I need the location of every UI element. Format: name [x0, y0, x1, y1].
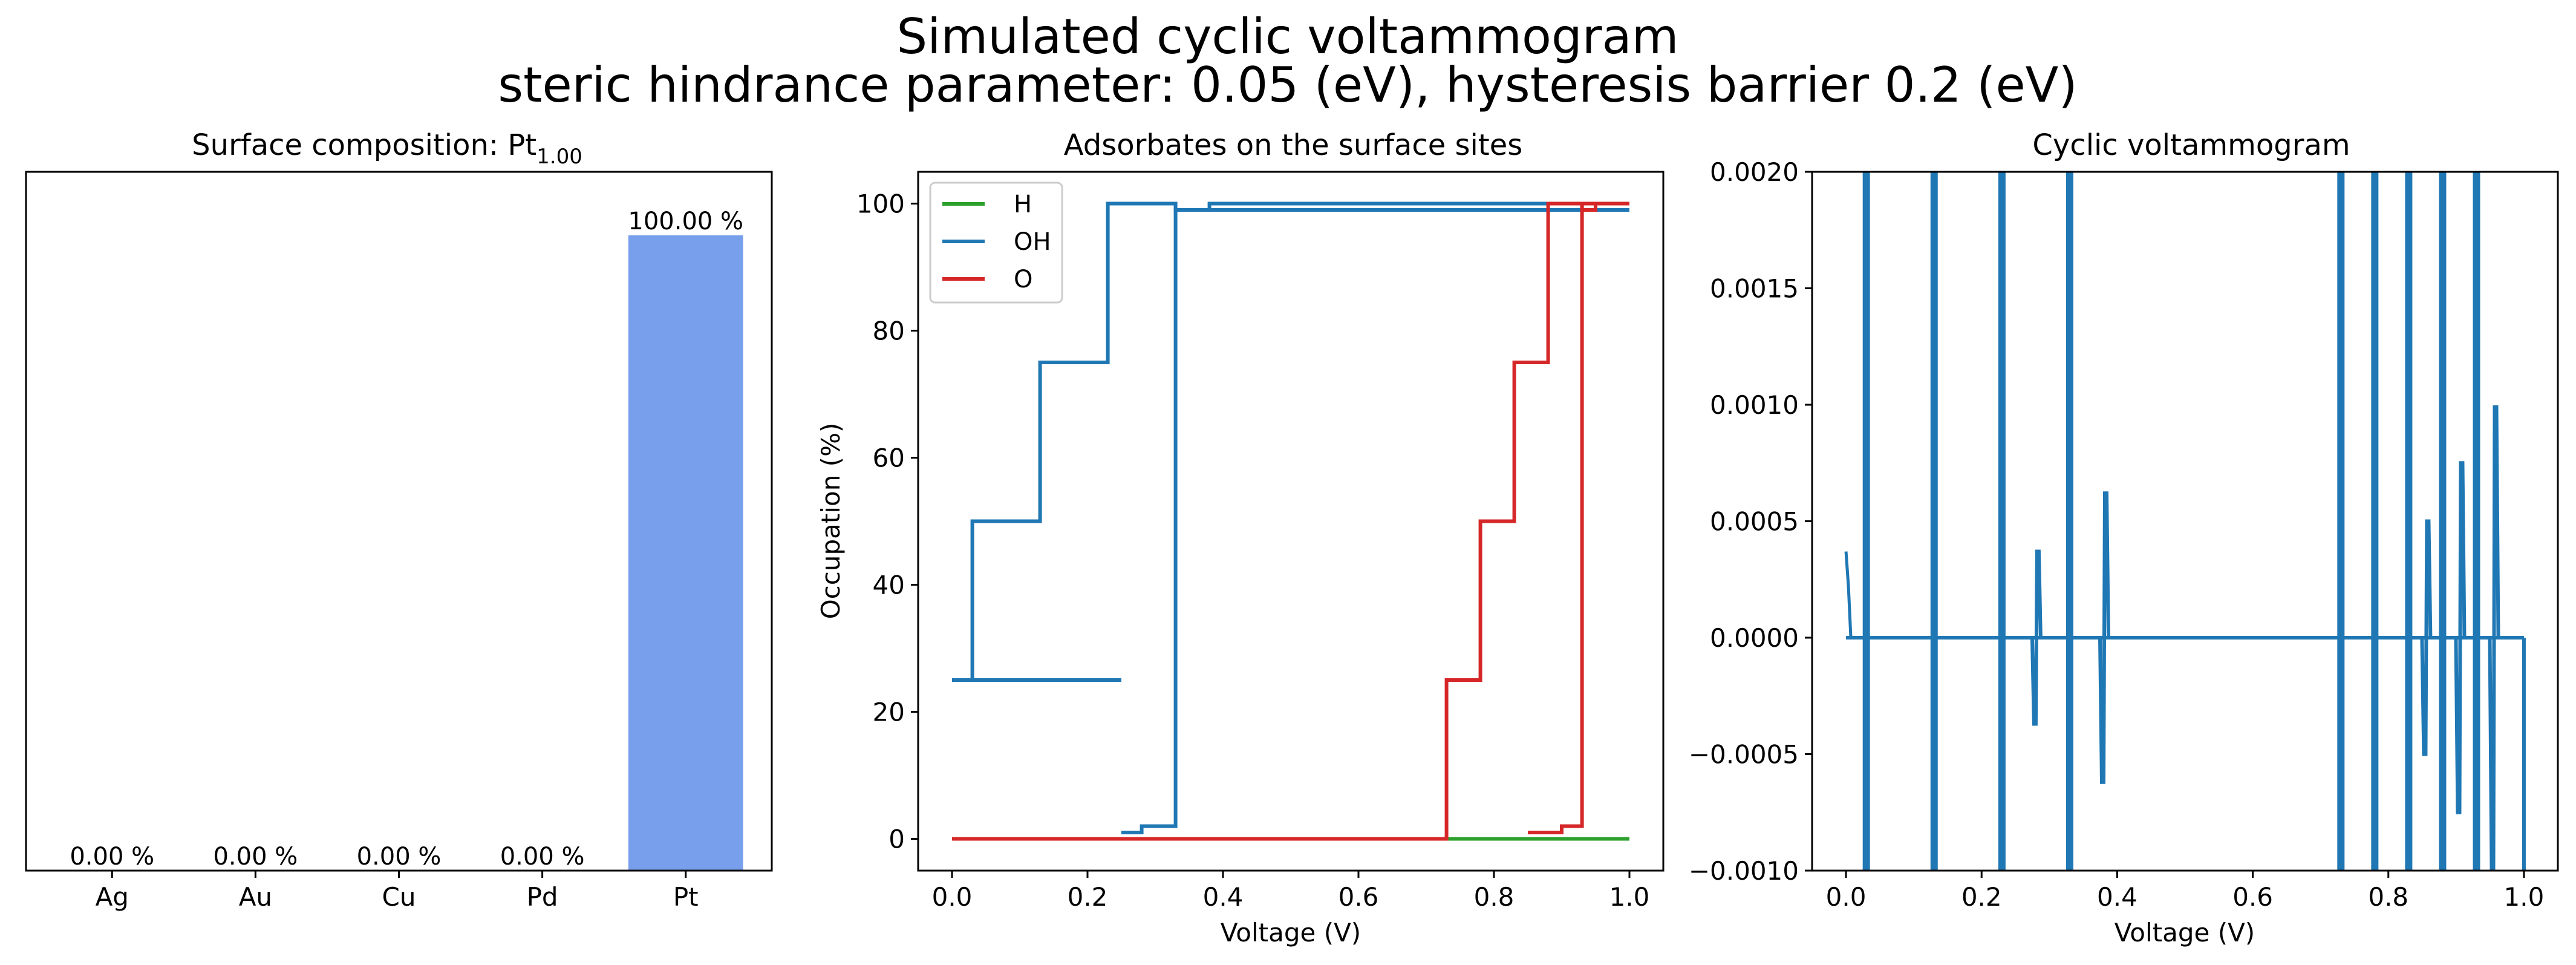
legend-label-oh: OH — [1014, 228, 1051, 256]
cv-marks: 0.0 0.2 0.4 0.6 0.8 1.0 −0.0010 −0.0005 0.0000 0.… — [1689, 157, 2545, 912]
cv-current-spike — [1862, 172, 1870, 871]
adsorbates-ytick-label: 60 — [873, 443, 905, 473]
cv-ytick-label: −0.0010 — [1689, 856, 1799, 886]
cv-ytick-label: 0.0015 — [1710, 274, 1799, 304]
cv-current-spike — [2439, 172, 2447, 871]
cv-ytick-label: 0.0000 — [1710, 623, 1799, 653]
cyclic-voltammogram-panel: Cyclic voltammogram 0.0 0.2 0.4 0.6 0.8 1.0 −0… — [1689, 128, 2559, 947]
legend-label-o: O — [1014, 266, 1032, 293]
bar-xtick-label-au: Au — [239, 882, 272, 912]
adsorbates-panel: Adsorbates on the surface sites 0.0 0.2 0.… — [816, 128, 1665, 947]
bar-value-label-pd: 0.00 % — [500, 843, 585, 871]
bar-title-subscript: 1.00 — [536, 145, 582, 169]
cv-ytick-label: −0.0005 — [1689, 740, 1799, 770]
adsorbates-ytick-label: 80 — [873, 316, 905, 346]
series-line-o — [952, 201, 1629, 841]
cv-current-peak — [2454, 461, 2467, 814]
series-line-o — [1528, 201, 1629, 834]
cv-plot-frame — [1811, 171, 2559, 872]
cv-xtick-label: 1.0 — [2504, 882, 2545, 912]
cv-current-spike — [2337, 172, 2345, 871]
cv-ytick-label: 0.0020 — [1710, 157, 1799, 187]
cv-current-spike — [1930, 172, 1938, 871]
adsorbates-legend: H OH O — [929, 182, 1063, 304]
figure-title-line1: Simulated cyclic voltammogram — [896, 8, 1678, 65]
bar-value-label-au: 0.00 % — [213, 843, 298, 871]
adsorbates-panel-title: Adsorbates on the surface sites — [1064, 128, 1523, 162]
legend-box — [929, 182, 1063, 304]
bar-xtick-label-ag: Ag — [96, 882, 129, 912]
cv-current-peak — [2030, 549, 2043, 726]
bar-value-label-pt: 100.00 % — [628, 208, 743, 235]
adsorbates-ytick-label: 40 — [873, 571, 905, 600]
adsorbates-xtick-label: 0.0 — [932, 882, 973, 912]
cv-current-spike — [2473, 172, 2480, 871]
cv-current-spike — [2066, 172, 2073, 871]
cv-ytick-label: 0.0010 — [1710, 390, 1799, 420]
cv-xtick-label: 0.0 — [1826, 882, 1867, 912]
cv-current-peak — [2488, 405, 2500, 871]
bar-xtick-label-cu: Cu — [382, 882, 416, 912]
cv-current-spike — [2405, 172, 2413, 871]
cv-lines — [1844, 172, 2526, 871]
adsorbates-marks: 0.0 0.2 0.4 0.6 0.8 1.0 0 20 40 60 80 100 — [856, 189, 1650, 912]
cv-xlabel: Voltage (V) — [2115, 918, 2255, 947]
cv-current-peak — [2098, 491, 2110, 784]
bar-title-main: Surface composition: Pt — [192, 128, 536, 162]
bar-marks: 0.00 % Ag 0.00 % Au 0.00 % Cu 0.00 % Pd 100.00 %… — [70, 208, 743, 912]
adsorbates-plot-frame — [917, 171, 1665, 872]
adsorbates-xtick-label: 0.8 — [1474, 882, 1515, 912]
surface-composition-panel: Surface composition: Pt1.00 0.00 %Ag0.00… — [25, 128, 773, 912]
cv-xtick-label: 0.6 — [2232, 882, 2273, 912]
adsorbates-xtick-label: 0.6 — [1339, 882, 1379, 912]
cv-current-peak — [2420, 519, 2433, 756]
adsorbates-ylabel: Occupation (%) — [816, 423, 846, 620]
bar-value-label-ag: 0.00 % — [70, 843, 154, 871]
cv-ytick-label: 0.0005 — [1710, 507, 1799, 537]
series-line-oh — [1121, 208, 1629, 834]
adsorbates-xtick-label: 1.0 — [1609, 882, 1650, 912]
bar-xtick-label-pd: Pd — [527, 882, 558, 912]
cv-xtick-label: 0.2 — [1961, 882, 2002, 912]
bar-plot-frame — [25, 171, 773, 872]
cv-initial-transient — [1844, 551, 1867, 640]
adsorbates-xtick-label: 0.4 — [1203, 882, 1244, 912]
legend-label-h: H — [1014, 191, 1032, 218]
adsorbates-ytick-label: 20 — [873, 698, 905, 727]
adsorbates-xlabel: Voltage (V) — [1221, 918, 1361, 947]
bar-pt — [628, 235, 743, 871]
cv-panel-title: Cyclic voltammogram — [2032, 128, 2350, 162]
bar-xtick-label-pt: Pt — [673, 882, 699, 912]
adsorbates-ytick-label: 100 — [856, 189, 905, 219]
figure-title-line2: steric hindrance parameter: 0.05 (eV), h… — [498, 57, 2077, 113]
cv-current-spike — [2371, 172, 2379, 871]
bar-value-label-cu: 0.00 % — [357, 843, 442, 871]
cv-xtick-label: 0.4 — [2097, 882, 2137, 912]
adsorbates-xtick-label: 0.2 — [1068, 882, 1108, 912]
adsorbates-ytick-label: 0 — [889, 825, 905, 854]
cv-xtick-label: 0.8 — [2368, 882, 2408, 912]
bar-panel-title: Surface composition: Pt1.00 — [192, 128, 582, 169]
cv-current-spike — [1998, 172, 2006, 871]
